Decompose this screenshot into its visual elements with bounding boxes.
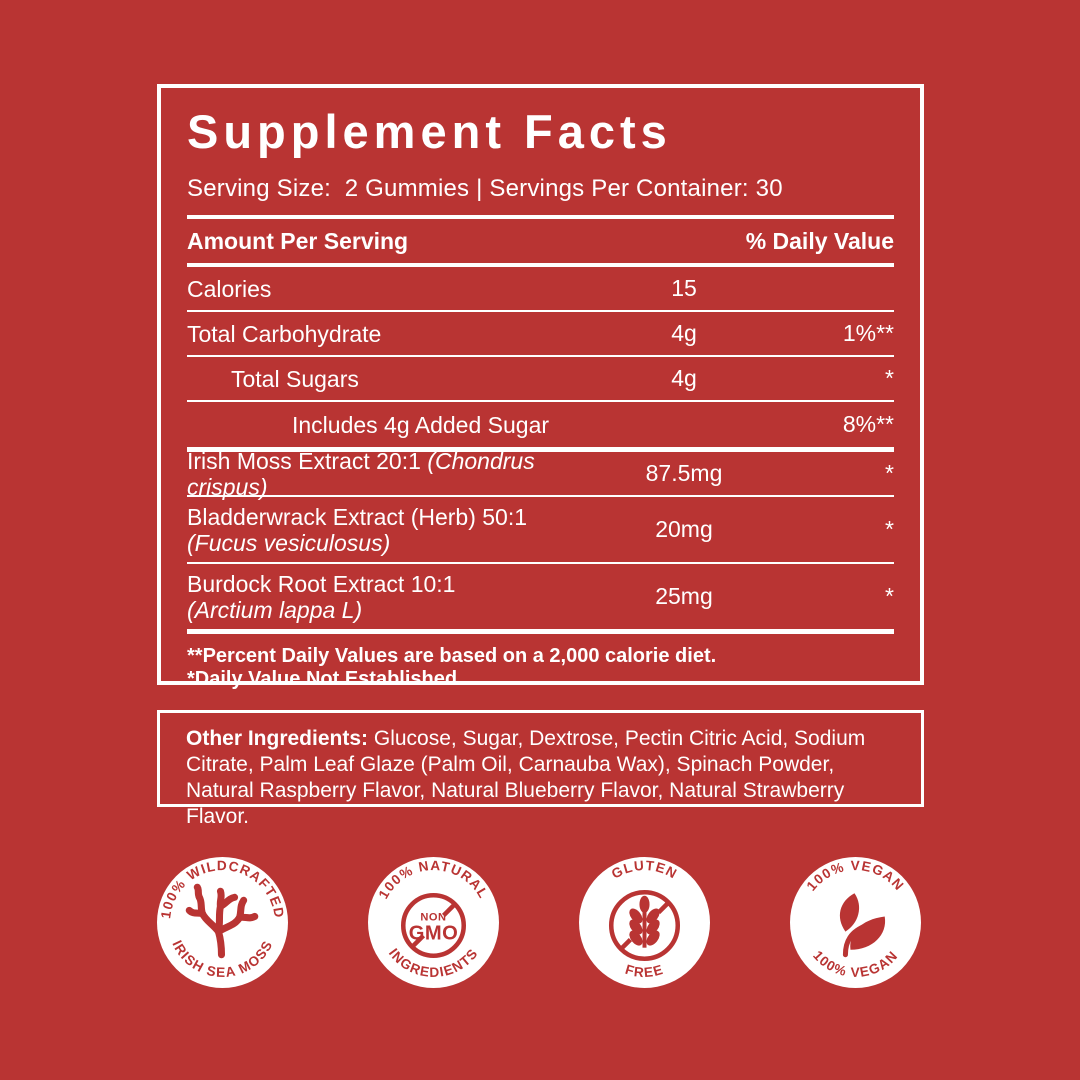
badge-100-percent-vegan: 100% VEGAN 100% VEGAN [790,857,921,988]
badge-gluten-free: GLUTEN FREE [579,857,710,988]
nutrient-amount: 25mg [655,583,713,609]
badge-top-text: GLUTEN [609,858,679,882]
serving-info: Serving Size: 2 Gummies | Servings Per C… [187,175,783,202]
nutrient-label: Burdock Root Extract 10:1 (Arctium lappa … [187,571,604,623]
table-row-burdock-root: Burdock Root Extract 10:1 (Arctium lappa … [187,564,894,629]
svg-text:FREE: FREE [624,962,666,980]
table-row-bladderwrack: Bladderwrack Extract (Herb) 50:1 (Fucus v… [187,497,894,562]
badge-bottom-text: FREE [624,962,665,980]
nutrient-dv: * [885,516,894,542]
botanical-name: (Chondrus crispus) [187,447,535,500]
non-label: NON [420,911,446,923]
nutrient-label: Calories [187,275,272,302]
nutrient-label: Total Sugars [231,365,359,392]
nutrient-dv: * [885,583,894,609]
badge-non-gmo-ingredients: 100% NATURAL INGREDIENTS NON GMO [368,857,499,988]
other-ingredients-text: Glucose, Sugar, Dextrose, Pectin Citric … [186,727,866,828]
svg-text:GLUTEN: GLUTEN [609,858,680,882]
nutrient-amount: 15 [671,275,697,301]
table-row-calories: Calories 15 [187,267,894,310]
nutrient-amount: 4g [671,365,697,391]
nutrient-amount: 4g [671,320,697,346]
divider [187,447,894,452]
nutrient-name: Burdock Root Extract 10:1 [187,570,456,597]
divider [187,400,894,402]
nutrient-label: Total Carbohydrate [187,320,382,347]
nutrient-name: Bladderwrack Extract (Herb) 50:1 [187,503,528,530]
table-row-added-sugar: Includes 4g Added Sugar 8%** [187,402,894,447]
botanical-name: (Arctium lappa L) [187,596,363,623]
table-row-total-carbohydrate: Total Carbohydrate 4g 1%** [187,312,894,355]
nutrient-amount: 20mg [655,516,713,542]
supplement-facts-panel: Supplement Facts Serving Size: 2 Gummies… [157,84,924,690]
footnotes: **Percent Daily Values are based on a 2,… [187,645,894,691]
non-gmo-icon: NON GMO [401,893,466,959]
badge-circle [368,857,499,988]
gluten-free-wheat-icon [608,890,681,962]
badge-wildcrafted-irish-sea-moss: 100% WILDCRAFTED IRISH SEA MOSS [157,857,288,988]
divider [187,355,894,357]
divider [187,562,894,564]
nutrient-dv: 1%** [842,320,894,346]
divider [187,495,894,497]
nutrient-label: Includes 4g Added Sugar [292,411,550,438]
table-row-total-sugars: Total Sugars 4g * [187,357,894,400]
divider [187,310,894,312]
nutrient-label: Bladderwrack Extract (Herb) 50:1 (Fucus v… [187,504,604,556]
daily-value-header: % Daily Value [745,227,894,254]
nutrient-label: Irish Moss Extract 20:1 (Chondrus crispu… [187,448,604,500]
footnote-not-established: *Daily Value Not Established [187,668,458,690]
table-row-irish-moss: Irish Moss Extract 20:1 (Chondrus crispu… [187,448,894,500]
panel-title: Supplement Facts [187,105,672,158]
divider [187,263,894,267]
nutrient-dv: * [885,460,894,486]
other-ingredients-label: Other Ingredients: [186,727,369,750]
amount-per-serving-header: Amount Per Serving [187,227,409,254]
nutrient-amount: 87.5mg [645,460,723,486]
botanical-name: (Fucus vesiculosus) [187,529,391,556]
table-header-row: Amount Per Serving % Daily Value [187,219,894,263]
nutrient-name: Irish Moss Extract 20:1 [187,447,428,474]
sea-moss-coral-icon [185,883,259,959]
nutrient-dv: 8%** [842,411,894,437]
badge-circle [790,857,921,988]
footnote-daily-values: **Percent Daily Values are based on a 2,… [187,645,717,667]
other-ingredients-panel: Other Ingredients: Glucose, Sugar, Dextr… [157,710,924,828]
divider [187,215,894,219]
gmo-label: GMO [409,923,459,945]
nutrient-dv: * [885,365,894,391]
divider [187,629,894,634]
vegan-leaves-icon [839,893,886,958]
